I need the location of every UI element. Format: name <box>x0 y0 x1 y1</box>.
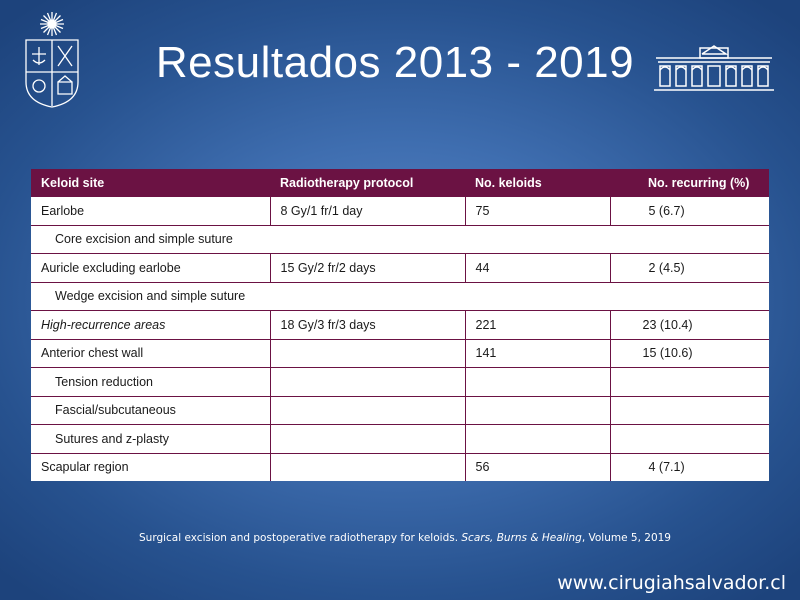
table-row: Wedge excision and simple suture <box>31 282 769 311</box>
cell-site: Earlobe <box>31 197 271 226</box>
building-facade-icon <box>654 45 774 91</box>
table-row: Fascial/subcutaneous <box>31 396 769 425</box>
table-row: Earlobe 8 Gy/1 fr/1 day 75 5 (6.7) <box>31 197 769 226</box>
cell-keloids <box>465 396 611 425</box>
cell-protocol: 18 Gy/3 fr/3 days <box>270 310 466 340</box>
table-row: Anterior chest wall 141 15 (10.6) <box>31 339 769 368</box>
cell-protocol <box>270 367 466 397</box>
cell-site: Auricle excluding earlobe <box>31 253 271 283</box>
cell-site: Fascial/subcutaneous <box>31 396 271 425</box>
cell-site: High-recurrence areas <box>31 310 271 340</box>
cell-site: Wedge excision and simple suture <box>31 282 769 311</box>
cell-keloids: 56 <box>465 453 611 481</box>
cell-keloids: 141 <box>465 339 611 368</box>
cell-protocol <box>270 424 466 454</box>
cell-protocol <box>270 396 466 425</box>
cell-recurring <box>610 396 769 425</box>
cell-site: Scapular region <box>31 453 271 481</box>
table-row: Auricle excluding earlobe 15 Gy/2 fr/2 d… <box>31 253 769 283</box>
header-keloid-site: Keloid site <box>31 169 270 197</box>
cell-recurring: 4 (7.1) <box>648 460 685 475</box>
cell-protocol <box>270 339 466 368</box>
cell-keloids: 44 <box>465 253 611 283</box>
cell-recurring: 2 (4.5) <box>610 253 769 283</box>
header-no-keloids: No. keloids <box>465 169 610 197</box>
cell-site: Core excision and simple suture <box>31 225 769 254</box>
website-url: www.cirugiahsalvador.cl <box>557 572 786 594</box>
cell-site: Anterior chest wall <box>31 339 271 368</box>
cell-site: Tension reduction <box>31 367 271 397</box>
table-header-row: Keloid site Radiotherapy protocol No. ke… <box>31 169 769 197</box>
cell-protocol <box>270 453 466 481</box>
table-row: Scapular region 56 4 (7.1) <box>31 453 769 481</box>
cell-recurring: 15 (10.6) <box>610 339 769 368</box>
table-row: High-recurrence areas 18 Gy/3 fr/3 days … <box>31 310 769 340</box>
cell-site: Sutures and z-plasty <box>31 424 271 454</box>
cell-recurring <box>610 424 769 454</box>
citation-caption: Surgical excision and postoperative radi… <box>0 532 800 544</box>
header-no-recurring: No. recurring (%) <box>610 169 769 197</box>
caption-journal: Scars, Burns & Healing <box>461 532 582 544</box>
table-row: Sutures and z-plasty <box>31 424 769 454</box>
cell-protocol: 8 Gy/1 fr/1 day <box>270 197 466 226</box>
cell-recurring: 23 (10.4) <box>610 310 769 340</box>
caption-text: Surgical excision and postoperative radi… <box>139 532 459 544</box>
cell-protocol: 15 Gy/2 fr/2 days <box>270 253 466 283</box>
cell-keloids <box>465 367 611 397</box>
university-seal-icon <box>25 12 79 108</box>
cell-recurring <box>610 367 769 397</box>
cell-keloids <box>465 424 611 454</box>
header-radiotherapy-protocol: Radiotherapy protocol <box>270 169 465 197</box>
table-row: Core excision and simple suture <box>31 225 769 254</box>
cell-recurring: 5 (6.7) <box>610 197 769 226</box>
table-row: Tension reduction <box>31 367 769 397</box>
results-table: Keloid site Radiotherapy protocol No. ke… <box>31 169 769 481</box>
cell-keloids: 75 <box>465 197 611 226</box>
slide-title: Resultados 2013 - 2019 <box>155 38 635 87</box>
caption-volume: , Volume 5, 2019 <box>581 532 671 544</box>
cell-keloids: 221 <box>465 310 611 340</box>
